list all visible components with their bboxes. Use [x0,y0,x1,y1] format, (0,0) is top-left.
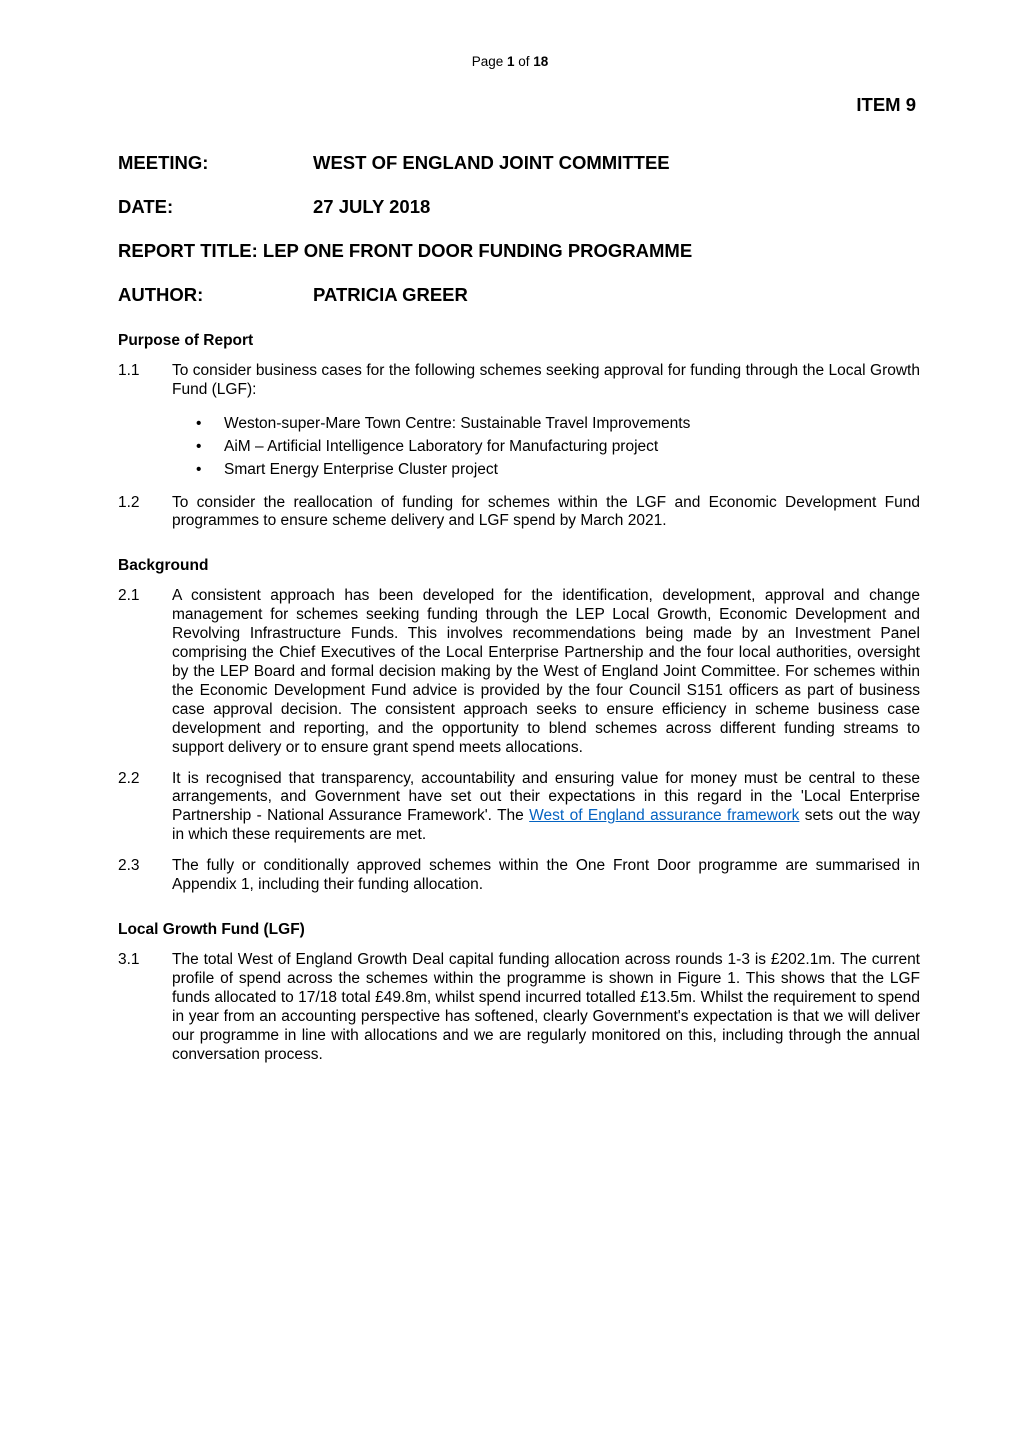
assurance-framework-link[interactable]: West of England assurance framework [529,807,799,824]
para-body-2-2: It is recognised that transparency, acco… [172,770,920,846]
para-body-2-1: A consistent approach has been developed… [172,587,920,757]
purpose-bullets: Weston-super-Mare Town Centre: Sustainab… [118,412,920,482]
date-value: 27 JULY 2018 [313,196,430,218]
para-body-1-1: To consider business cases for the follo… [172,362,920,400]
para-num-3-1: 3.1 [118,951,172,1064]
author-value: PATRICIA GREER [313,284,468,306]
para-num-2-2: 2.2 [118,770,172,846]
bullet-item: AiM – Artificial Intelligence Laboratory… [196,435,920,458]
para-1-2: 1.2 To consider the reallocation of fund… [118,494,920,532]
author-label: AUTHOR: [118,284,313,306]
date-label: DATE: [118,196,313,218]
para-2-1: 2.1 A consistent approach has been devel… [118,587,920,757]
page-pagination: Page 1 of 18 [0,54,1020,69]
report-title-value: REPORT TITLE: LEP ONE FRONT DOOR FUNDING… [118,240,920,262]
bullet-item: Weston-super-Mare Town Centre: Sustainab… [196,412,920,435]
para-2-2: 2.2 It is recognised that transparency, … [118,770,920,846]
para-num-2-3: 2.3 [118,857,172,895]
pagination-prefix: Page [472,54,507,69]
document-content: MEETING: WEST OF ENGLAND JOINT COMMITTEE… [118,152,920,1064]
pagination-of: of [515,54,534,69]
document-page: Page 1 of 18 ITEM 9 MEETING: WEST OF ENG… [0,0,1020,1440]
lgf-title: Local Growth Fund (LGF) [118,921,920,939]
para-body-3-1: The total West of England Growth Deal ca… [172,951,920,1064]
para-3-1: 3.1 The total West of England Growth Dea… [118,951,920,1064]
heading-report-title: REPORT TITLE: LEP ONE FRONT DOOR FUNDING… [118,240,920,262]
heading-author: AUTHOR: PATRICIA GREER [118,284,920,306]
para-body-1-2: To consider the reallocation of funding … [172,494,920,532]
item-number-label: ITEM 9 [856,94,916,116]
pagination-total: 18 [533,54,548,69]
bullet-item: Smart Energy Enterprise Cluster project [196,458,920,481]
background-title: Background [118,557,920,575]
purpose-title: Purpose of Report [118,332,920,350]
para-body-2-3: The fully or conditionally approved sche… [172,857,920,895]
meeting-value: WEST OF ENGLAND JOINT COMMITTEE [313,152,670,174]
para-1-1: 1.1 To consider business cases for the f… [118,362,920,400]
para-num-1-2: 1.2 [118,494,172,532]
meeting-label: MEETING: [118,152,313,174]
heading-meeting: MEETING: WEST OF ENGLAND JOINT COMMITTEE [118,152,920,174]
para-2-3: 2.3 The fully or conditionally approved … [118,857,920,895]
heading-date: DATE: 27 JULY 2018 [118,196,920,218]
para-num-1-1: 1.1 [118,362,172,400]
pagination-current: 1 [507,54,515,69]
para-num-2-1: 2.1 [118,587,172,757]
